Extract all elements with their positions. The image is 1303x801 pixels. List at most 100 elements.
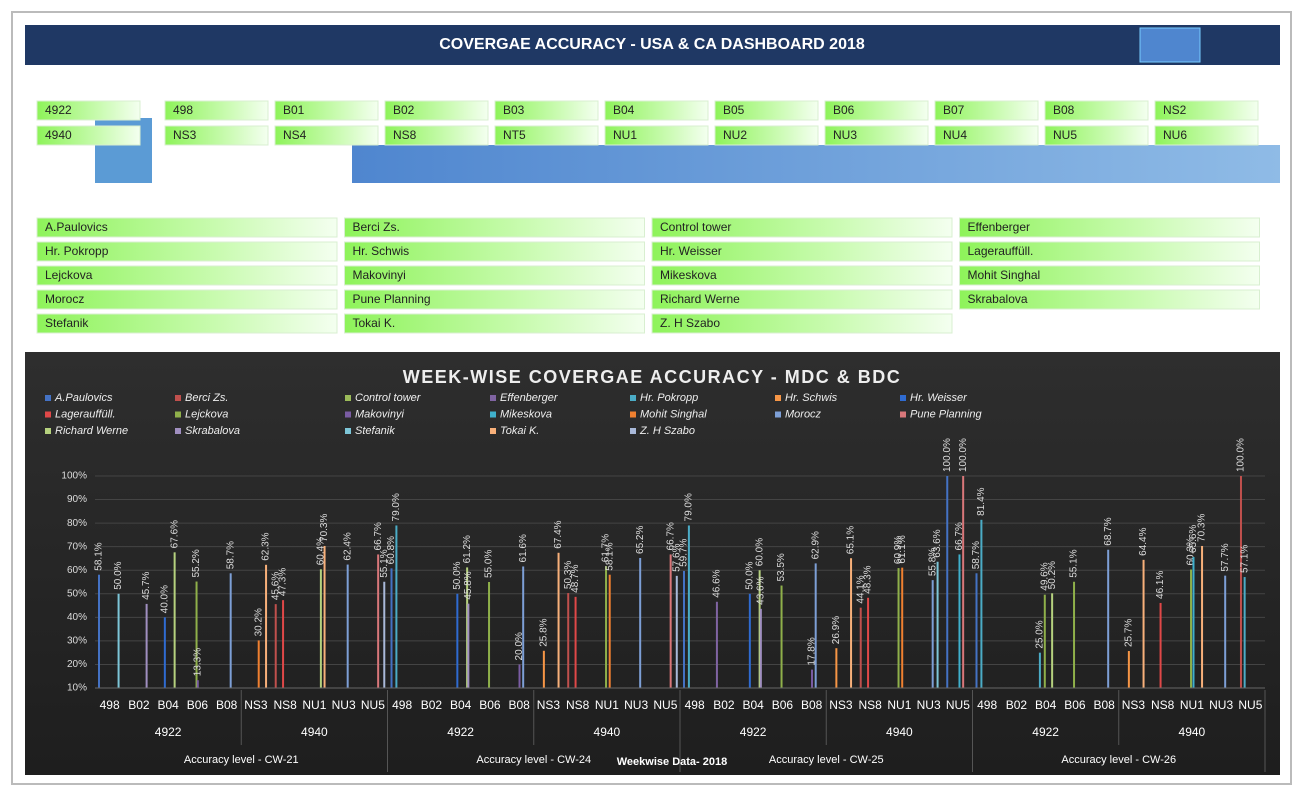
header-title: COVERGAE ACCURACY - USA & CA DASHBOARD 2… (439, 36, 865, 53)
data-label: 25.7% (1124, 619, 1135, 647)
slicer-button[interactable] (651, 241, 953, 262)
legend-swatch (45, 411, 51, 418)
legend-label[interactable]: Mohit Singhal (640, 408, 707, 420)
legend-label[interactable]: Skrabalova (185, 425, 240, 437)
data-label: 58.7% (971, 541, 982, 569)
side-button[interactable] (1139, 27, 1201, 63)
slicer-button[interactable] (714, 125, 819, 146)
data-label: 49.6% (1039, 562, 1050, 590)
x-tick-label: B06 (479, 698, 501, 712)
legend-label[interactable]: Hr. Weisser (910, 392, 968, 404)
legend-swatch (345, 428, 351, 434)
slicer-button[interactable] (384, 125, 489, 146)
data-label: 58.1% (604, 542, 615, 570)
slicer-button[interactable] (824, 100, 929, 121)
legend-label[interactable]: Makovinyi (355, 408, 404, 420)
legend-label[interactable]: Hr. Schwis (785, 392, 838, 404)
slicer-button[interactable] (1154, 100, 1259, 121)
slicer-button[interactable] (344, 265, 645, 286)
slicer-button[interactable] (384, 100, 489, 121)
data-label: 66.7% (665, 522, 676, 550)
legend-label[interactable]: Mikeskova (500, 408, 552, 420)
legend-label[interactable]: Berci Zs. (185, 392, 228, 404)
slicer-button[interactable] (714, 100, 819, 121)
slicer-button[interactable] (651, 313, 953, 334)
data-label: 81.4% (976, 487, 987, 515)
slicer-button[interactable] (959, 265, 1260, 286)
slicer-button[interactable] (36, 125, 141, 146)
legend-label[interactable]: Lagerauffüll. (55, 408, 116, 420)
legend-swatch (345, 395, 351, 401)
slicer-button[interactable] (344, 217, 645, 238)
data-label: 79.0% (391, 493, 402, 521)
slicer-button[interactable] (959, 289, 1260, 310)
bar (163, 617, 166, 688)
slicer-button[interactable] (344, 241, 645, 262)
legend-label[interactable]: Hr. Pokropp (640, 392, 698, 404)
bar (319, 569, 322, 688)
legend-swatch (900, 411, 906, 418)
data-label: 65.2% (635, 526, 646, 554)
slicer-button[interactable] (36, 241, 338, 262)
bar (936, 561, 939, 688)
slicer-button[interactable] (344, 289, 645, 310)
slicer-label: B01 (283, 103, 305, 117)
slicer-button[interactable] (651, 217, 953, 238)
data-label: 67.6% (169, 520, 180, 548)
data-label: 62.9% (810, 531, 821, 559)
slicer-button[interactable] (959, 217, 1260, 238)
slicer-button[interactable] (824, 125, 929, 146)
slicer-button[interactable] (36, 313, 338, 334)
legend-label[interactable]: Effenberger (500, 392, 559, 404)
slicer-button[interactable] (959, 241, 1260, 262)
data-label: 55.2% (191, 549, 202, 577)
slicer-button[interactable] (36, 265, 338, 286)
slicer-button[interactable] (1154, 125, 1259, 146)
legend-label[interactable]: Z. H Szabo (639, 425, 695, 437)
data-label: 45.7% (141, 571, 152, 599)
bar (748, 593, 751, 688)
slicer-button[interactable] (36, 100, 141, 121)
slicer-label: NU2 (723, 128, 747, 142)
slicer-label: B07 (943, 103, 965, 117)
slicer-button[interactable] (934, 100, 1039, 121)
slicer-button[interactable] (604, 100, 709, 121)
slicer-button[interactable] (934, 125, 1039, 146)
bar (117, 593, 120, 688)
y-tick-label: 60% (67, 565, 87, 576)
bar (98, 574, 100, 688)
slicer-button[interactable] (651, 289, 953, 310)
slicer-button[interactable] (494, 125, 599, 146)
data-label: 100.0% (1236, 438, 1247, 472)
data-label: 65.6% (1188, 525, 1199, 553)
slicer-button[interactable] (1044, 125, 1149, 146)
slicer-button[interactable] (164, 100, 269, 121)
legend-label[interactable]: Morocz (785, 408, 822, 420)
slicer-button[interactable] (1044, 100, 1149, 121)
slicer-button[interactable] (36, 217, 338, 238)
slicer-button[interactable] (164, 125, 269, 146)
legend-label[interactable]: Lejckova (185, 408, 228, 420)
bar (1043, 594, 1046, 688)
bar (567, 593, 570, 688)
legend-label[interactable]: Control tower (355, 392, 422, 404)
slicer-button[interactable] (36, 289, 338, 310)
legend-swatch (45, 395, 51, 401)
bar (173, 552, 176, 688)
legend-label[interactable]: Pune Planning (910, 408, 982, 420)
legend-label[interactable]: A.Paulovics (54, 392, 113, 404)
bar (1243, 577, 1246, 688)
data-label: 45.6% (270, 572, 281, 600)
legend-label[interactable]: Stefanik (355, 425, 395, 437)
slicer-button[interactable] (651, 265, 953, 286)
slicer-button[interactable] (344, 313, 645, 334)
slicer-button[interactable] (274, 100, 379, 121)
slicer-button[interactable] (604, 125, 709, 146)
slicer-label: Morocz (45, 292, 84, 306)
bar (759, 608, 762, 688)
bar (145, 603, 148, 688)
slicer-button[interactable] (274, 125, 379, 146)
legend-label[interactable]: Richard Werne (55, 425, 128, 437)
legend-label[interactable]: Tokai K. (500, 425, 539, 437)
slicer-button[interactable] (494, 100, 599, 121)
